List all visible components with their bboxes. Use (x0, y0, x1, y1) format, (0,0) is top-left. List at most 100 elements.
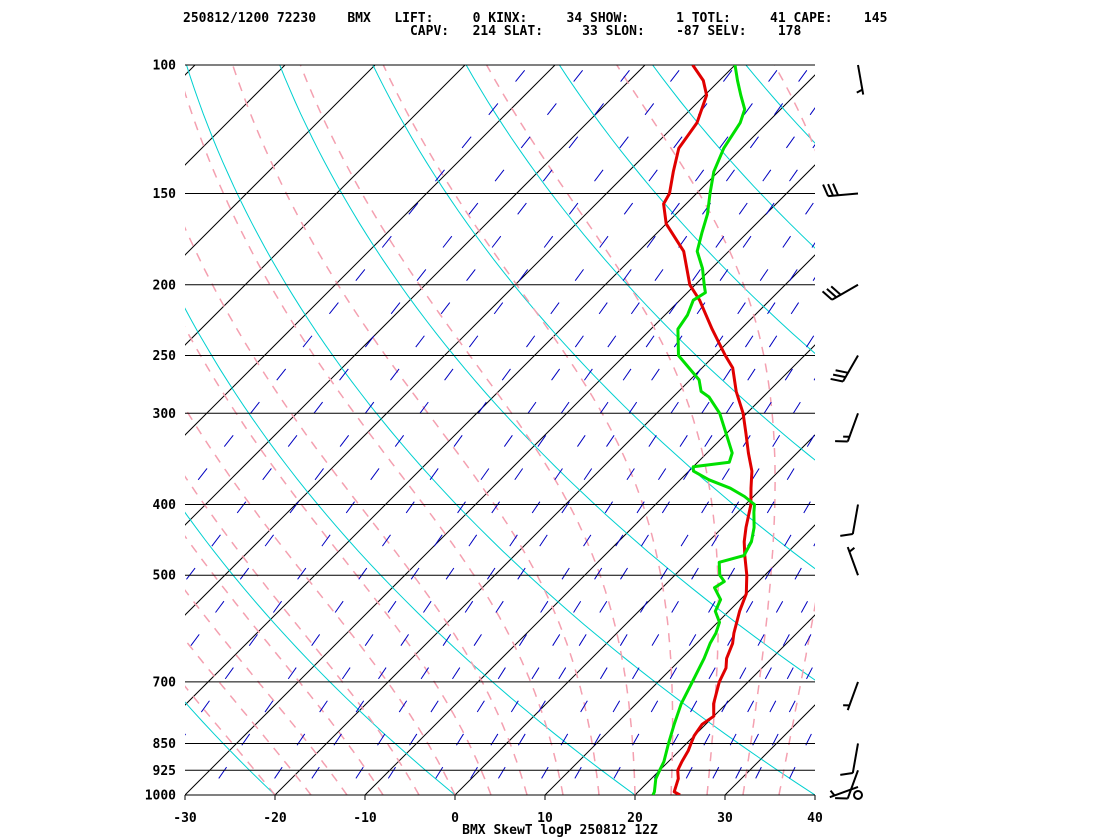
mixing-ratio-dash (721, 468, 730, 481)
isotherm-line (0, 65, 15, 795)
mixing-ratio-dash (606, 435, 615, 447)
mixing-ratio-dash (17, 701, 26, 712)
mixing-ratio-dash (531, 667, 540, 680)
mixing-ratio-dash (871, 435, 878, 446)
mixing-ratio-dash (510, 700, 519, 713)
mixing-ratio-dash (925, 70, 933, 81)
mixing-ratio-dash (197, 468, 208, 481)
mixing-ratio-dash (561, 501, 570, 514)
moist-adiabat-line (185, 226, 528, 795)
mixing-ratio-dash (93, 767, 101, 778)
mixing-ratio-dash (970, 269, 977, 280)
mixing-ratio-dash (497, 667, 506, 680)
mixing-ratio-dash (1051, 203, 1058, 214)
mixing-ratio-dash (287, 434, 298, 447)
mixing-ratio-dash (345, 501, 355, 514)
mixing-ratio-dash (580, 700, 588, 713)
isotherm-line (544, 524, 815, 795)
mixing-ratio-dash (880, 170, 888, 181)
moist-adiabat-line (185, 90, 564, 795)
mixing-ratio-dash (648, 435, 657, 447)
mixing-ratio-dash (626, 468, 635, 481)
x-tick-label: -10 (353, 811, 377, 826)
mixing-ratio-dash (725, 169, 735, 182)
mixing-ratio-dash (339, 434, 350, 447)
mixing-ratio-dash (509, 534, 518, 547)
mixing-ratio-dash (494, 169, 505, 182)
mixing-ratio-dash (517, 202, 527, 215)
mixing-ratio-dash (146, 535, 155, 546)
mixing-ratio-dash (645, 335, 655, 348)
mixing-ratio-dash (806, 335, 815, 348)
mixing-ratio-dash (828, 303, 835, 314)
mixing-ratio-dash (1087, 170, 1094, 181)
mixing-ratio-dash (387, 766, 396, 779)
mixing-ratio-dash (715, 235, 725, 248)
moist-adiabat-line (185, 326, 492, 795)
mixing-ratio-dash (775, 600, 784, 613)
barb-full (821, 290, 833, 301)
moist-adiabat-line (773, 65, 815, 795)
mixing-ratio-dash (856, 303, 863, 314)
wind-barb (843, 681, 859, 711)
mixing-ratio-dash (619, 634, 628, 646)
mixing-ratio-dash (464, 600, 474, 613)
mixing-ratio-dash (477, 401, 487, 414)
dry-adiabat-line (185, 701, 276, 795)
mixing-ratio-dash (972, 303, 979, 314)
mixing-ratio-dash (514, 468, 524, 481)
mixing-ratio-dash (812, 276, 815, 281)
mixing-ratio-dash (841, 568, 847, 579)
mixing-ratio-dash (789, 169, 798, 182)
barb-staff (846, 769, 859, 799)
isotherm-line (185, 65, 556, 436)
mixing-ratio-dash (604, 501, 614, 514)
mixing-ratio-dash (708, 667, 716, 680)
mixing-ratio-dash (43, 668, 52, 679)
isotherm-line (185, 164, 815, 795)
mixing-ratio-dash (937, 137, 945, 148)
moist-adiabat-line (185, 685, 276, 795)
mixing-ratio-dash (599, 235, 609, 248)
mixing-ratio-dash (839, 668, 845, 679)
moist-adiabat-line (185, 589, 348, 795)
mixing-ratio-dash (863, 402, 870, 413)
mixing-ratio-dash (696, 302, 706, 315)
mixing-ratio-dash (272, 600, 283, 613)
mixing-ratio-dash (959, 103, 967, 114)
mixing-ratio-dash (989, 336, 996, 347)
mixing-ratio-dash (526, 335, 536, 348)
mixing-ratio-dash (660, 567, 669, 580)
dry-adiabat-line (839, 65, 1120, 795)
mixing-ratio-dash (68, 634, 77, 645)
mixing-ratio-dash (120, 568, 129, 579)
mixing-ratio-dash (552, 634, 561, 646)
mixing-ratio-dash (932, 435, 938, 446)
mixing-ratio-dash (811, 242, 815, 248)
mixing-ratio-dash (792, 401, 801, 414)
mixing-ratio-dash (136, 634, 145, 645)
mixing-ratio-dash (877, 269, 884, 280)
mixing-ratio-dash (828, 170, 836, 181)
mixing-ratio-dash (849, 269, 856, 280)
dry-adiabat-line (558, 65, 815, 355)
mixing-ratio-dash (895, 502, 901, 513)
mixing-ratio-dash (599, 667, 608, 680)
isotherm-line (634, 614, 815, 795)
mixing-ratio-dash (468, 202, 479, 215)
mixing-ratio-dash (574, 335, 584, 348)
mixing-ratio-dash (953, 369, 960, 380)
mixing-ratio-dash (1008, 303, 1015, 314)
mixing-ratio-dash (915, 435, 921, 446)
mixing-ratio-dash (985, 103, 992, 114)
mixing-ratio-dash (419, 401, 429, 414)
mixing-ratio-dash (883, 369, 890, 380)
moist-adiabat-line (485, 65, 720, 795)
barb-full (827, 183, 835, 197)
mixing-ratio-dash (914, 468, 920, 479)
mixing-ratio-dash (1032, 203, 1039, 214)
mixing-ratio-dash (1028, 269, 1035, 280)
mixing-ratio-dash (390, 368, 400, 381)
mixing-ratio-dash (311, 634, 321, 646)
mixing-ratio-dash (727, 567, 736, 580)
